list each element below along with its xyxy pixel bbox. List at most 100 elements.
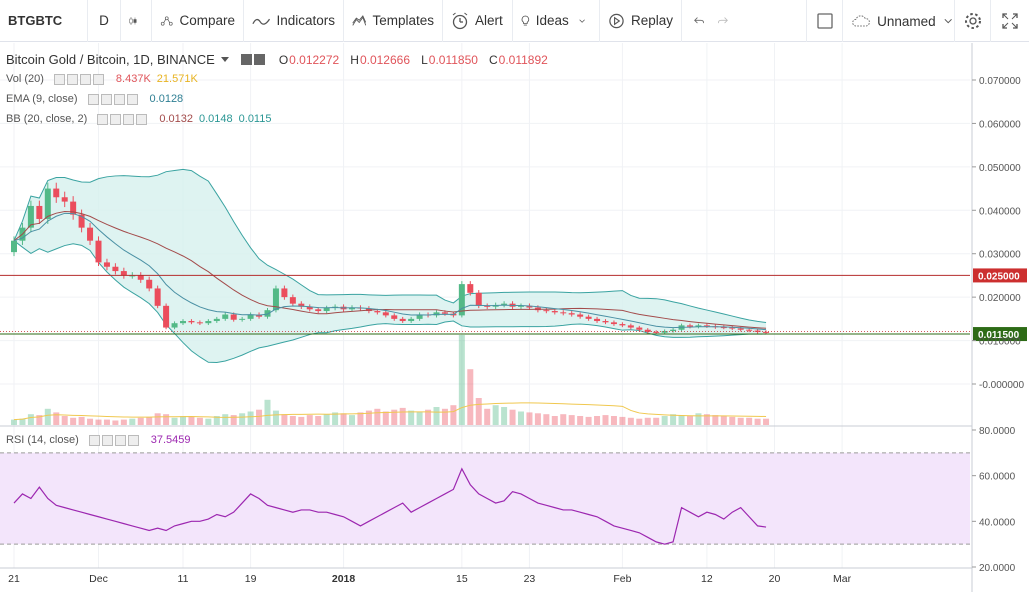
time-tick-label: 20 <box>769 573 781 585</box>
volume-bar <box>163 414 170 425</box>
volume-bar <box>670 414 677 425</box>
price-tick-label: 0.040000 <box>979 206 1021 217</box>
bb-lower-value: 0.0115 <box>238 113 272 125</box>
volume-bar <box>746 417 753 425</box>
hline-price-label: 0.025000 <box>978 271 1020 282</box>
volume-bar <box>44 408 51 425</box>
rsi-legend: RSI (14, close) 37.5459 <box>6 434 191 446</box>
ideas-button[interactable]: Ideas <box>513 0 600 42</box>
candle-body <box>222 314 229 319</box>
candle-body <box>644 329 651 332</box>
candle-body <box>518 305 524 307</box>
candle-body <box>36 205 43 219</box>
time-tick-label: 19 <box>245 573 257 585</box>
volume-bar <box>399 407 406 425</box>
rsi-title[interactable]: RSI (14, close) <box>6 434 79 446</box>
candle-body <box>323 308 330 312</box>
volume-bar <box>315 416 322 425</box>
price-tick-label: 0.050000 <box>979 163 1021 174</box>
moving-averages <box>13 211 767 331</box>
indicators-button[interactable]: Indicators <box>244 0 344 42</box>
volume-bar <box>129 418 136 425</box>
candle-body <box>382 312 389 316</box>
chart-container[interactable]: 0.025000 0.011500 0.070000 0.060000 0.05000… <box>0 43 1029 592</box>
interval-button[interactable]: D <box>88 0 121 42</box>
volume-bar <box>349 415 355 425</box>
fullscreen-toggle-button[interactable] <box>806 0 842 42</box>
candle-body <box>737 328 744 330</box>
undo-icon[interactable] <box>694 14 705 28</box>
templates-button[interactable]: Templates <box>344 0 443 42</box>
rsi-tick-label: 20.0000 <box>979 563 1016 574</box>
volume-bar <box>230 415 237 425</box>
series-settings-buttons[interactable] <box>240 54 267 65</box>
rsi-tick-label: 40.0000 <box>979 517 1016 528</box>
volume-bar <box>551 416 558 425</box>
candle-body <box>543 310 550 312</box>
volume-bar <box>441 408 448 425</box>
ema-title[interactable]: EMA (9, close) <box>6 93 78 105</box>
chart-svg[interactable]: 0.025000 0.011500 0.070000 0.060000 0.05000… <box>0 43 1029 592</box>
volume-bar <box>19 418 26 425</box>
compare-button[interactable]: Compare <box>152 0 244 42</box>
caret-down-icon[interactable] <box>220 56 229 63</box>
bb-settings-buttons[interactable] <box>97 113 149 125</box>
rsi-tick-label: 80.0000 <box>979 426 1016 437</box>
volume-bar <box>95 419 102 425</box>
volume-bar <box>737 417 744 425</box>
interval-label: D <box>99 13 109 28</box>
layout-name-button[interactable]: Unnamed <box>842 0 952 42</box>
chevron-down-icon <box>579 18 585 23</box>
ema-legend: EMA (9, close) 0.0128 <box>6 93 183 105</box>
candle-body <box>661 331 668 333</box>
rsi-line <box>13 467 767 545</box>
series-title[interactable]: Bitcoin Gold / Bitcoin, 1D, BINANCE <box>6 52 215 67</box>
bollinger-bands <box>13 168 767 363</box>
volume-bar <box>458 335 465 425</box>
candle-body <box>754 330 761 332</box>
settings-button[interactable] <box>954 0 990 42</box>
volume-bar <box>712 415 719 425</box>
alert-clock-icon <box>452 12 468 29</box>
compare-label: Compare <box>179 13 235 28</box>
alert-button[interactable]: Alert <box>443 0 513 42</box>
candle-body <box>95 240 102 263</box>
high-label: H <box>350 52 359 67</box>
chart-style-button[interactable] <box>121 0 152 42</box>
candle-body <box>670 329 677 332</box>
volume-bar <box>281 414 288 425</box>
candle-body <box>416 314 423 319</box>
volume-bar <box>577 416 584 425</box>
rsi-settings-buttons[interactable] <box>88 434 141 446</box>
volume-bar <box>53 412 60 425</box>
candle-body <box>264 310 271 317</box>
replay-button[interactable]: Replay <box>600 0 682 42</box>
candle-body <box>408 318 415 322</box>
rsi-pane <box>0 452 970 545</box>
volume-title[interactable]: Vol (20) <box>6 73 44 85</box>
volume-bar <box>729 416 736 425</box>
price-tick-label: 0.020000 <box>979 293 1021 304</box>
candle-body <box>154 288 161 306</box>
candle-body <box>61 197 68 202</box>
time-tick-label: Feb <box>613 573 631 585</box>
volume-ma-line <box>13 402 767 421</box>
volume-bar <box>247 411 254 425</box>
volume-settings-buttons[interactable] <box>53 73 106 85</box>
expand-button[interactable] <box>990 0 1029 42</box>
redo-icon[interactable] <box>717 14 728 28</box>
volume-bar <box>87 418 94 425</box>
volume-bar <box>11 419 17 425</box>
volume-bar <box>264 399 271 425</box>
volume-bar <box>27 414 34 425</box>
volume-bar <box>103 419 110 425</box>
candle-body <box>441 312 448 314</box>
symbol-search-button[interactable]: BTGBTC <box>0 0 88 42</box>
bb-title[interactable]: BB (20, close, 2) <box>6 113 88 125</box>
ema-settings-buttons[interactable] <box>87 93 140 105</box>
candle-body <box>27 205 34 228</box>
candle-body <box>746 329 753 331</box>
candle-body <box>315 309 322 312</box>
candle-body <box>560 312 567 314</box>
candle-body <box>120 271 127 276</box>
